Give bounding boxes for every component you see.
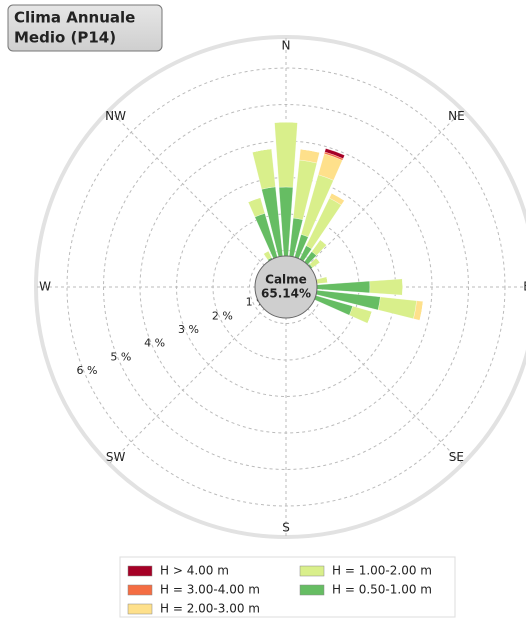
legend-label: H = 2.00-3.00 m [160,602,260,616]
grid-ring [139,140,433,434]
chart-title: Clima Annuale [14,9,135,27]
bar-segment [331,193,345,201]
direction-label: S [282,521,290,535]
calm-value: 65.14% [261,287,311,301]
bar-segment [263,250,269,254]
outer-circle [34,35,526,539]
direction-label: N [282,39,291,53]
bar-segment [252,148,276,190]
radial-line [108,286,287,465]
legend-label: H = 1.00-2.00 m [332,564,432,578]
legend-swatch [299,565,325,577]
bar-segment [247,197,266,218]
direction-label: SW [106,450,126,464]
r-tick-label: 6 % [76,364,97,377]
legend-swatch [127,603,153,615]
title-box [7,4,163,52]
chart-title: Medio (P14) [14,29,116,47]
direction-label: NE [448,109,465,123]
legend-swatch [127,565,153,577]
bar-segment [377,296,417,319]
legend-items: H = 0.50-1.00 m H = 1.00-2.00 m H = 2.00-3… [127,564,432,616]
bar-segment [252,148,272,153]
legend-label: H = 3.00-4.00 m [160,583,260,597]
bar-segment [316,257,321,263]
calm-label: Calme [265,273,307,287]
bar-segment [324,148,345,159]
grid-ring [103,104,469,470]
bar-segment [300,148,320,153]
direction-label: NW [105,109,126,123]
r-tick-label: 5 % [110,350,131,363]
legend-swatch [127,584,153,596]
legend-label: H = 0.50-1.00 m [332,583,432,597]
r-tick-label: 3 % [178,323,199,336]
bar-segment [315,276,328,284]
calm-circle [254,255,318,319]
overlay: NNEESESSWWNW1 %2 %3 %4 %5 %6 %Calme65.14… [39,39,526,535]
bar-segment [349,305,373,324]
legend [119,556,456,618]
direction-label: E [523,280,526,294]
bar-segment [369,278,403,296]
legend-swatch [299,584,325,596]
direction-label: W [39,280,51,294]
grid-ring [66,67,506,507]
r-tick-label: 4 % [144,337,165,350]
radial-line [285,286,464,465]
grid [34,35,526,539]
direction-label: SE [449,450,464,464]
r-tick-label: 2 % [212,309,233,322]
legend-label: H > 4.00 m [160,564,229,578]
